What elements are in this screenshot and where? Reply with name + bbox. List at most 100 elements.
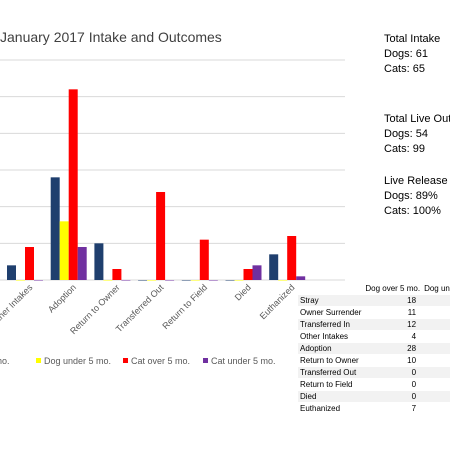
table-row: Adoption 28: [298, 342, 450, 355]
summary-line: Dogs: 54: [384, 128, 429, 140]
row-label: Other Intakes: [298, 330, 364, 343]
bar: [103, 280, 113, 281]
table-header: [298, 283, 364, 295]
bar: [7, 265, 16, 280]
bar: [208, 280, 218, 281]
bar: [16, 280, 25, 281]
legend-label: Dog under 5 mo.: [44, 356, 111, 366]
cell-value: [422, 342, 450, 355]
x-tick-label: Died: [233, 282, 253, 302]
table-row: Transferred In 12: [298, 318, 450, 331]
summary-group: Total Live Outcomes Dogs: 54 Cats: 99: [384, 112, 450, 157]
table-row: Stray 18: [298, 294, 450, 307]
bar: [94, 243, 104, 280]
summary-group: Total Intake Dogs: 61 Cats: 65: [384, 32, 440, 77]
cell-value: 12: [363, 318, 423, 331]
legend-swatch: [36, 358, 41, 363]
bar: [112, 269, 122, 280]
bar: [181, 280, 191, 281]
row-label: Stray: [298, 294, 364, 307]
bar: [121, 280, 131, 281]
cell-value: [422, 330, 450, 343]
bar: [278, 280, 288, 281]
cell-value: 18: [363, 294, 423, 307]
bar: [252, 265, 262, 280]
x-tick-label: Transferred Out: [114, 282, 166, 334]
cell-value: [422, 306, 450, 319]
cell-value: [422, 294, 450, 307]
summary-line: Cats: 100%: [384, 205, 441, 217]
row-label: Return to Field: [298, 378, 364, 391]
table-row: Owner Surrender 11: [298, 306, 450, 319]
bar: [25, 247, 34, 280]
table-row: Died 0: [298, 390, 450, 403]
summary-title: Total Intake: [384, 33, 441, 45]
bar: [77, 247, 87, 280]
cell-value: [422, 390, 450, 403]
bar: [59, 221, 69, 280]
legend-swatch: [123, 358, 128, 363]
legend-label: Dog over 5 mo.: [0, 356, 10, 366]
row-label: Euthanized: [298, 402, 364, 415]
chart-title: January 2017 Intake and Outcomes: [0, 29, 222, 45]
cell-value: [422, 354, 450, 367]
bar: [225, 280, 235, 281]
bar: [243, 269, 253, 280]
summary-line: Dogs: 89%: [384, 190, 438, 202]
table-row: Euthanized 7: [298, 402, 450, 415]
cell-value: 10: [363, 354, 423, 367]
cell-value: 28: [363, 342, 423, 355]
bar: [138, 280, 148, 281]
cell-value: 0: [363, 390, 423, 403]
summary-title: Live Release Rate: [384, 175, 450, 187]
x-tick-label: Other Intakes: [0, 282, 35, 328]
table-header: Dog under 5 mo.: [422, 283, 450, 295]
x-tick-label: Adoption: [46, 282, 78, 314]
bar: [50, 177, 60, 280]
cell-value: 7: [363, 402, 423, 415]
cell-value: [422, 318, 450, 331]
cell-value: [422, 366, 450, 379]
table-header: Dog over 5 mo.: [363, 283, 423, 295]
bar: [199, 239, 209, 280]
data-table: Dog over 5 mo.Dog under 5 mo.Stray18Owne…: [298, 283, 450, 415]
summary-line: Dogs: 61: [384, 48, 429, 60]
table-row: Other Intakes 4: [298, 330, 450, 343]
bar: [269, 254, 279, 280]
cell-value: [422, 378, 450, 391]
bar: [156, 192, 166, 280]
legend-swatch: [203, 358, 208, 363]
table-row: Transferred Out 0: [298, 366, 450, 379]
legend-label: Cat under 5 mo.: [211, 356, 276, 366]
summary-title: Total Live Outcomes: [384, 113, 450, 125]
bar: [234, 280, 244, 281]
cell-value: 4: [363, 330, 423, 343]
summary-group: Live Release Rate Dogs: 89% Cats: 100%: [384, 174, 450, 219]
cell-value: 0: [363, 378, 423, 391]
bar: [147, 280, 157, 281]
cell-value: [422, 402, 450, 415]
bar: [68, 89, 78, 280]
summary-line: Cats: 65: [384, 63, 425, 75]
bar: [165, 280, 175, 281]
row-label: Died: [298, 390, 364, 403]
bar: [190, 280, 200, 281]
row-label: Transferred In: [298, 318, 364, 331]
row-label: Owner Surrender: [298, 306, 364, 319]
x-tick-label: Return to Field: [160, 282, 209, 331]
cell-value: 11: [363, 306, 423, 319]
cell-value: 0: [363, 366, 423, 379]
table-row: Return to Field 0: [298, 378, 450, 391]
bar: [296, 276, 306, 280]
summary-line: Cats: 99: [384, 143, 425, 155]
legend-label: Cat over 5 mo.: [131, 356, 190, 366]
bar: [287, 236, 297, 280]
row-label: Transferred Out: [298, 366, 364, 379]
table-row: Return to Owner 10: [298, 354, 450, 367]
table-header-row: Dog over 5 mo.Dog under 5 mo.: [298, 283, 450, 295]
bar: [34, 280, 43, 281]
row-label: Adoption: [298, 342, 364, 355]
row-label: Return to Owner: [298, 354, 364, 367]
